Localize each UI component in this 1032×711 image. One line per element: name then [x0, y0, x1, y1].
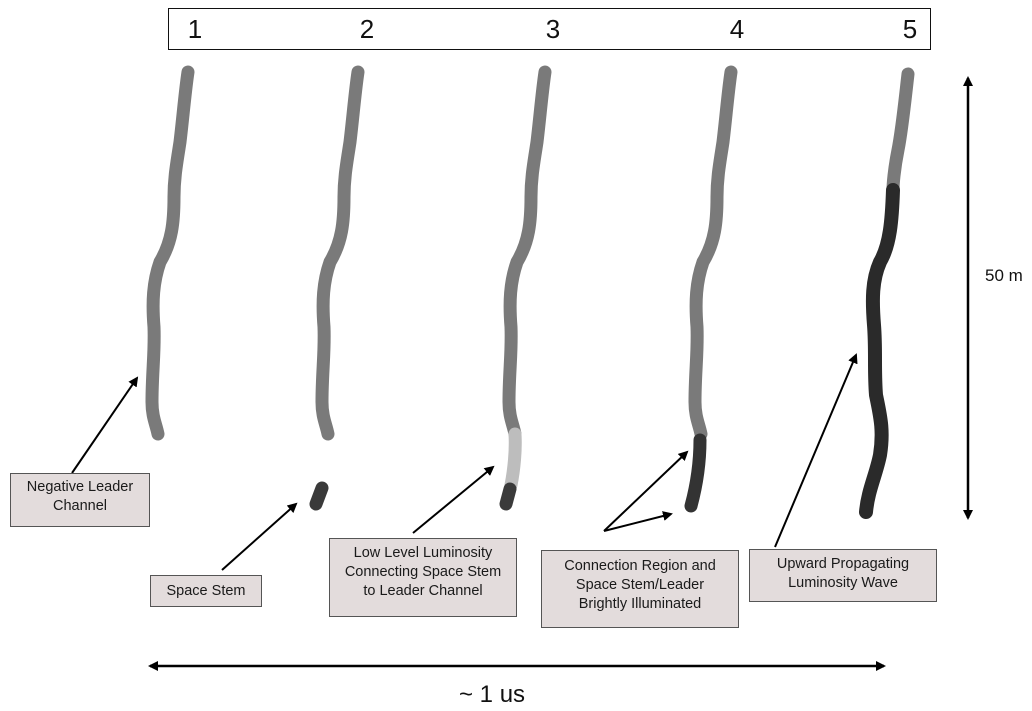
frame-number-1: 1	[187, 14, 203, 44]
vertical-scale-label: 50 m	[985, 266, 1023, 285]
arrow-negative-leader	[71, 376, 139, 474]
luminosity-wave-frame-5	[859, 183, 900, 519]
channel-frame-3	[509, 72, 545, 434]
arrow-low-level	[412, 465, 495, 534]
label-negative-leader: Negative Leader Channel	[10, 473, 150, 527]
channel-frame-4	[695, 72, 731, 434]
frame-number-5: 5	[902, 14, 918, 44]
arrow-space-stem	[221, 502, 298, 571]
channel-upper-frame-5	[886, 67, 915, 197]
label-space-stem: Space Stem	[150, 575, 262, 607]
label-low-level-luminosity: Low Level Luminosity Connecting Space St…	[329, 538, 517, 617]
channel-frame-1	[152, 72, 188, 434]
arrow-upward-wave	[774, 353, 858, 548]
bright-connection-frame-4	[684, 433, 707, 513]
arrow-connection-lower	[603, 511, 673, 532]
frame-number-4: 4	[729, 14, 745, 44]
space-stem-frame-2	[309, 481, 329, 511]
channel-frame-2	[322, 72, 358, 434]
arrow-connection-upper	[603, 450, 689, 532]
frame-number-bar	[168, 8, 931, 50]
frame-number-3: 3	[545, 14, 561, 44]
horizontal-scale-label: ~ 1 us	[459, 681, 526, 708]
label-connection-region: Connection Region and Space Stem/Leader …	[541, 550, 739, 628]
dim-connection-frame-3	[504, 427, 522, 492]
label-upward-propagating: Upward Propagating Luminosity Wave	[749, 549, 937, 602]
frame-number-2: 2	[359, 14, 375, 44]
space-stem-frame-3	[499, 482, 517, 511]
